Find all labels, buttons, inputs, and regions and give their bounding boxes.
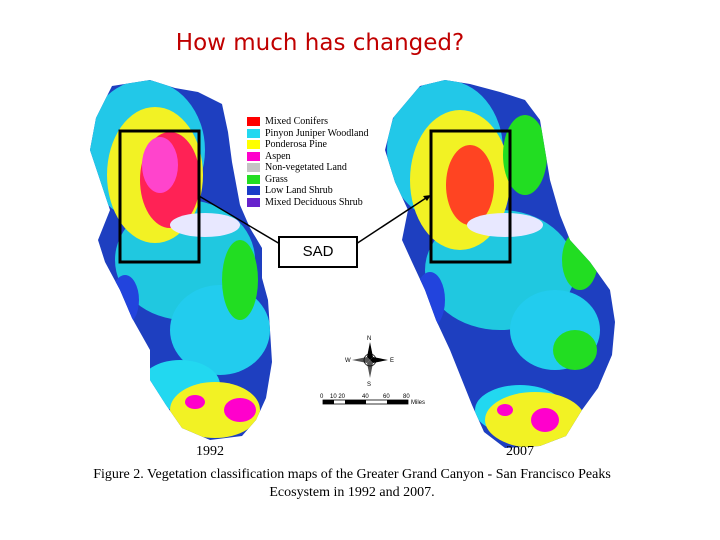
map-legend: Mixed Conifers Pinyon Juniper Woodland P… [247, 116, 397, 208]
legend-swatch [247, 117, 260, 127]
scale-tick-0: 0 [320, 394, 324, 400]
legend-label: Non-vegetated Land [265, 162, 347, 174]
legend-item: Pinyon Juniper Woodland [247, 128, 397, 140]
scale-bar: 0 10 20 40 60 80 Miles [320, 394, 425, 406]
figure-caption-line-2: Ecosystem in 1992 and 2007. [269, 485, 435, 500]
legend-swatch [247, 197, 260, 207]
legend-item: Low Land Shrub [247, 185, 397, 197]
scale-tick-10-20: 10 20 [330, 394, 346, 400]
scale-tick-40: 40 [362, 394, 369, 400]
legend-swatch [247, 128, 260, 138]
connector-arrowhead [423, 195, 431, 201]
scale-unit: Miles [411, 400, 425, 406]
legend-item: Mixed Deciduous Shrub [247, 197, 397, 209]
figure-caption: Figure 2. Vegetation classification maps… [92, 466, 612, 502]
legend-item: Ponderosa Pine [247, 139, 397, 151]
sad-callout-label: SAD [278, 236, 358, 268]
compass-w: W [345, 358, 351, 364]
legend-swatch [247, 151, 260, 161]
highlight-box-2007 [429, 129, 512, 264]
legend-swatch [247, 186, 260, 196]
year-label-1992: 1992 [196, 444, 224, 459]
scale-tick-60: 60 [383, 394, 390, 400]
legend-label: Ponderosa Pine [265, 139, 327, 151]
legend-label: Mixed Conifers [265, 116, 329, 128]
legend-label: Low Land Shrub [265, 185, 333, 197]
compass-rose-icon: N S W E [345, 336, 394, 388]
legend-swatch [247, 140, 260, 150]
slide-title: How much has changed? [175, 30, 465, 56]
connector-line-right [355, 195, 430, 245]
legend-item: Aspen [247, 151, 397, 163]
legend-swatch [247, 174, 260, 184]
figure-caption-line-1: Figure 2. Vegetation classification maps… [93, 467, 611, 482]
legend-label: Grass [265, 173, 288, 185]
legend-item: Grass [247, 174, 397, 186]
legend-label: Pinyon Juniper Woodland [265, 127, 369, 139]
compass-s: S [367, 382, 371, 388]
compass-n: N [367, 336, 371, 342]
connector-line-left [198, 195, 281, 245]
legend-item: Non-vegetated Land [247, 162, 397, 174]
legend-label: Mixed Deciduous Shrub [265, 196, 363, 208]
legend-swatch [247, 163, 260, 173]
compass-e: E [390, 358, 394, 364]
legend-label: Aspen [265, 150, 291, 162]
legend-item: Mixed Conifers [247, 116, 397, 128]
year-label-2007: 2007 [506, 444, 534, 459]
scale-tick-80: 80 [403, 394, 410, 400]
